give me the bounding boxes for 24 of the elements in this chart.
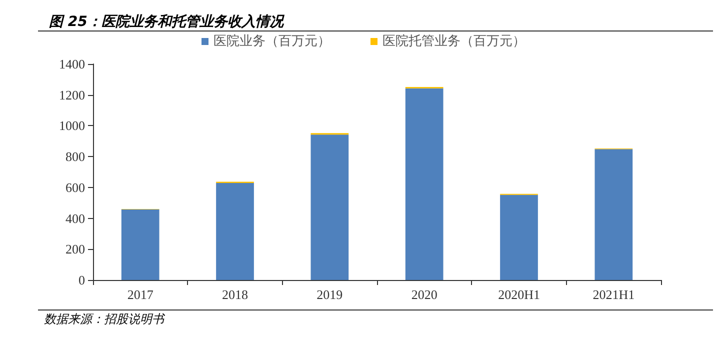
bar — [310, 134, 349, 280]
bar — [121, 209, 160, 280]
x-tick-label: 2021H1 — [592, 287, 635, 302]
bar — [216, 182, 254, 280]
y-tick-label: 1000 — [59, 118, 85, 134]
y-tick-label: 1400 — [59, 56, 85, 72]
y-tick-label: 400 — [66, 210, 85, 226]
chart-title: 图 25：医院业务和托管业务收入情况 — [49, 13, 286, 30]
x-tick-label: 2017 — [127, 287, 154, 302]
y-tick-label: 0 — [78, 272, 85, 288]
source-note: 数据来源：招股说明书 — [44, 312, 166, 326]
x-tick-label: 2019 — [316, 287, 343, 302]
x-tick-label: 2018 — [222, 287, 248, 302]
y-tick-label: 800 — [66, 149, 85, 164]
bar — [594, 149, 633, 280]
x-tick-label: 2020H1 — [498, 287, 540, 302]
y-tick-label: 200 — [66, 242, 85, 257]
y-tick-label: 600 — [66, 180, 85, 195]
legend-label: 医院托管业务（百万元） — [382, 34, 526, 49]
x-tick-label: 2020 — [411, 287, 438, 302]
y-tick-label: 1200 — [59, 87, 85, 102]
bar — [405, 88, 444, 280]
bar — [500, 194, 538, 280]
legend-label: 医院业务（百万元） — [214, 34, 330, 49]
